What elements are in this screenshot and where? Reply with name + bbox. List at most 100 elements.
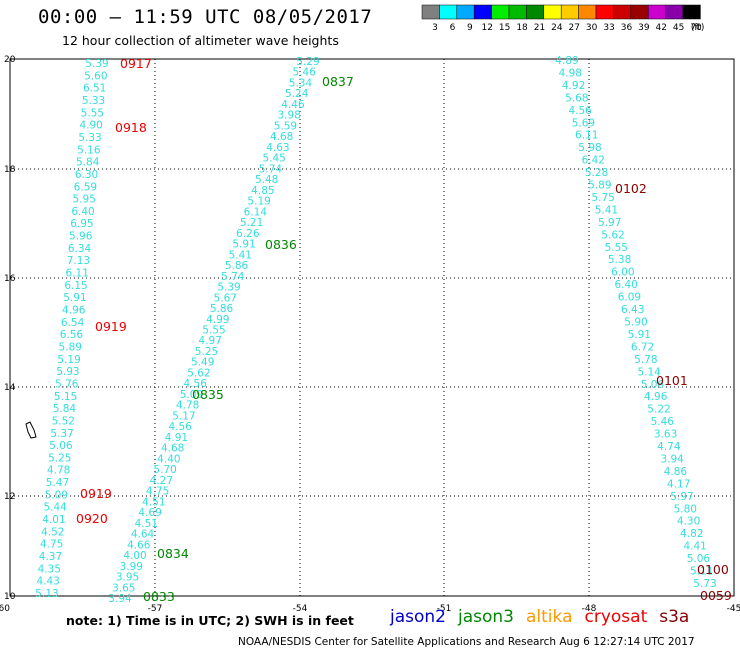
- credit-line: NOAA/NESDIS Center for Satellite Applica…: [238, 636, 695, 648]
- y-tick-label: 18: [4, 165, 16, 175]
- satellite-cryosat: cryosat: [584, 607, 648, 627]
- wave-height-value: 5.84: [76, 157, 100, 169]
- wave-height-value: 4.51: [135, 518, 158, 530]
- wave-height-value: 3.63: [654, 429, 677, 441]
- scale-label: 39: [638, 23, 650, 33]
- x-tick-label: -54: [293, 604, 308, 614]
- wave-height-value: 5.76: [55, 378, 79, 390]
- wave-height-value: 5.33: [82, 95, 105, 107]
- pass-time-label: 0918: [115, 120, 147, 135]
- wave-height-value: 6.26: [236, 228, 260, 240]
- wave-height-value: 4.68: [270, 131, 293, 143]
- scale-label: 42: [656, 23, 667, 33]
- wave-height-value: 3.99: [120, 561, 143, 573]
- scale-label: 27: [569, 23, 580, 33]
- wave-height-value: 5.96: [69, 231, 93, 243]
- wave-height-value: 5.89: [588, 180, 611, 192]
- scale-label: 15: [499, 23, 510, 33]
- wave-height-value: 5.69: [572, 117, 595, 129]
- wave-height-value: 4.17: [667, 478, 690, 490]
- wave-height-value: 4.52: [41, 526, 64, 538]
- y-tick-label: 16: [4, 274, 16, 284]
- wave-height-value: 4.75: [146, 486, 169, 498]
- wave-height-value: 5.93: [56, 366, 79, 378]
- wave-height-value: 4.41: [683, 541, 706, 553]
- wave-height-value: 4.35: [38, 563, 61, 575]
- wave-height-value: 6.51: [83, 83, 106, 95]
- pass-time-label: 0837: [322, 74, 354, 89]
- wave-height-value: 5.55: [81, 107, 104, 119]
- wave-height-value: 5.60: [84, 70, 107, 82]
- wave-height-value: 5.98: [578, 142, 601, 154]
- wave-height-value: 6.56: [60, 329, 84, 341]
- x-tick-label: -48: [582, 604, 597, 614]
- x-tick-label: -51: [437, 604, 452, 614]
- y-tick-label: 12: [4, 492, 15, 502]
- wave-height-value: 6.09: [618, 292, 641, 304]
- wave-height-value: 5.67: [214, 292, 237, 304]
- wave-height-value: 5.84: [53, 403, 77, 415]
- wave-height-value: 5.25: [195, 346, 218, 358]
- wave-height-value: 5.97: [670, 491, 693, 503]
- satellite-legend: jason2 jason3 altika cryosat s3a: [390, 607, 701, 627]
- pass-time-label: 0100: [697, 562, 729, 577]
- y-tick-label: 14: [4, 383, 16, 393]
- x-tick-label: -60: [0, 604, 10, 614]
- scale-label: 36: [621, 23, 633, 33]
- footnote: note: 1) Time is in UTC; 2) SWH is in fe…: [66, 613, 354, 628]
- wave-height-value: 5.86: [210, 303, 234, 315]
- wave-height-value: 5.80: [674, 503, 697, 515]
- wave-height-value: 5.91: [628, 329, 651, 341]
- wave-height-value: 4.51: [142, 496, 165, 508]
- wave-height-value: 5.46: [651, 416, 675, 428]
- wave-height-value: 5.22: [647, 404, 670, 416]
- y-tick-label: 10: [4, 592, 16, 602]
- wave-height-value: 5.70: [153, 464, 176, 476]
- wave-height-value: 5.15: [54, 391, 77, 403]
- wave-height-value: 5.25: [48, 452, 71, 464]
- wave-height-value: 5.19: [57, 354, 80, 366]
- wave-height-value: 5.29: [296, 56, 319, 68]
- x-tick-label: -45: [727, 604, 740, 614]
- pass-time-label: 0835: [192, 387, 224, 402]
- wave-height-value: 4.27: [150, 475, 173, 487]
- wave-height-value: 4.99: [206, 314, 229, 326]
- wave-height-value: 4.64: [131, 529, 155, 541]
- wave-height-value: 4.56: [568, 105, 592, 117]
- wave-height-value: 5.33: [78, 132, 101, 144]
- wave-height-value: 5.86: [225, 260, 249, 272]
- wave-height-value: 6.00: [611, 267, 634, 279]
- wave-height-value: 5.19: [247, 196, 270, 208]
- scale-label: 18: [516, 23, 528, 33]
- wave-height-value: 5.62: [601, 229, 624, 241]
- scale-label: 30: [586, 23, 598, 33]
- wave-height-value: 7.13: [67, 255, 90, 267]
- wave-height-value: 5.28: [585, 167, 608, 179]
- wave-height-value: 5.13: [35, 588, 58, 600]
- wave-height-value: 5.37: [50, 428, 73, 440]
- wave-height-value: 5.47: [46, 477, 69, 489]
- satellite-altika: altika: [526, 607, 573, 627]
- wave-height-value: 4.89: [555, 55, 578, 67]
- x-tick-label: -57: [148, 604, 163, 614]
- wave-height-value: 5.74: [259, 163, 283, 175]
- wave-height-value: 4.40: [157, 453, 180, 465]
- pass-time-label: 0919: [95, 319, 127, 334]
- wave-height-value: 4.75: [40, 539, 63, 551]
- wave-height-value: 5.06: [687, 553, 711, 565]
- wave-height-value: 5.11: [690, 566, 713, 578]
- wave-height-value: 4.98: [559, 67, 582, 79]
- wave-height-value: 5.44: [43, 502, 67, 514]
- wave-height-value: 5.09: [45, 489, 68, 501]
- wave-height-value: 4.78: [176, 400, 199, 412]
- scale-swatch-70: [682, 4, 701, 20]
- wave-height-value: 6.54: [61, 317, 85, 329]
- wave-height-value: 5.39: [217, 282, 240, 294]
- wave-height-value: 4.96: [644, 391, 668, 403]
- wave-height-value: 6.30: [75, 169, 98, 181]
- wave-height-value: 4.68: [161, 443, 184, 455]
- wave-height-value: 4.46: [281, 99, 305, 111]
- wave-height-value: 5.52: [52, 415, 75, 427]
- wave-height-value: 6.59: [74, 181, 97, 193]
